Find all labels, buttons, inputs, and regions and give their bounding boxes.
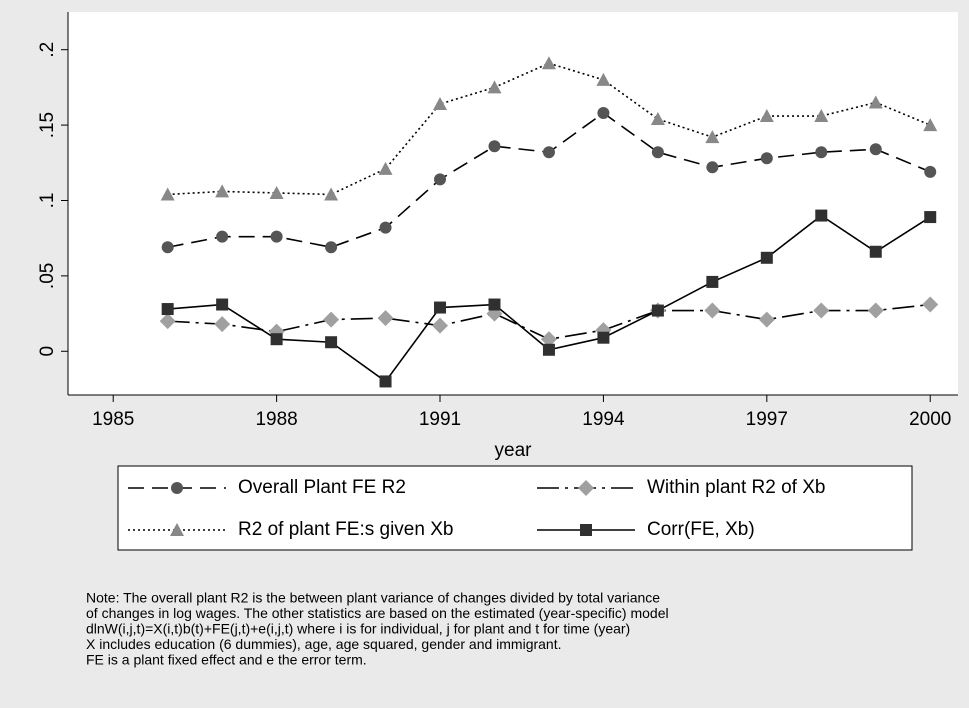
legend-label: Within plant R2 of Xb — [647, 477, 825, 498]
y-tick-label: .2 — [37, 42, 58, 58]
data-point — [377, 310, 394, 327]
data-point — [325, 336, 338, 349]
note-line: Note: The overall plant R2 is the betwee… — [86, 590, 660, 606]
legend — [117, 465, 913, 551]
data-point — [760, 152, 773, 165]
data-point — [542, 343, 555, 356]
data-point — [651, 304, 664, 317]
legend-label: Corr(FE, Xb) — [647, 519, 755, 540]
data-point — [867, 302, 884, 319]
data-point — [269, 185, 284, 199]
data-point — [923, 118, 938, 132]
plot-area — [68, 12, 958, 395]
x-tick-label: 1997 — [746, 409, 788, 430]
data-point — [270, 333, 283, 346]
data-point — [869, 143, 882, 156]
data-point — [433, 96, 448, 110]
data-point — [541, 56, 556, 70]
data-point — [488, 140, 501, 153]
data-point — [597, 331, 610, 344]
data-point — [815, 146, 828, 159]
data-point — [434, 173, 447, 186]
data-point — [214, 316, 231, 333]
data-point — [758, 311, 775, 328]
data-point — [161, 241, 174, 254]
data-point — [540, 331, 557, 348]
legend-marker — [170, 523, 184, 536]
data-point — [487, 80, 502, 94]
x-tick-label: 1985 — [92, 409, 134, 430]
series-line — [167, 62, 931, 196]
data-point — [432, 317, 449, 334]
note-line: dlnW(i,j,t)=X(i,t)b(t)+FE(j,t)+e(i,j,t) … — [86, 621, 630, 637]
legend-marker — [578, 480, 594, 496]
legend-label: R2 of plant FE:s given Xb — [238, 519, 453, 540]
legend-marker — [171, 482, 183, 494]
data-point — [650, 112, 665, 126]
data-point — [323, 311, 340, 328]
data-point — [378, 161, 393, 175]
data-point — [651, 146, 664, 159]
data-point — [596, 72, 611, 86]
data-point — [270, 230, 283, 243]
y-tick-label: .1 — [37, 193, 58, 209]
data-point — [868, 95, 883, 109]
data-point — [379, 375, 392, 388]
data-point — [159, 313, 176, 330]
data-point — [215, 184, 230, 198]
data-point — [759, 109, 774, 123]
data-point — [924, 165, 937, 178]
data-point — [434, 301, 447, 314]
note-line: X includes education (6 dummies), age, a… — [86, 636, 562, 652]
data-point — [705, 130, 720, 144]
data-point — [706, 161, 719, 174]
data-point — [542, 146, 555, 159]
x-axis-label: year — [495, 440, 533, 461]
data-point — [815, 209, 828, 222]
x-tick-label: 1994 — [582, 409, 625, 430]
y-tick-label: .15 — [37, 112, 58, 138]
data-point — [814, 109, 829, 123]
data-point — [216, 298, 229, 311]
data-point — [922, 296, 939, 313]
data-point — [161, 303, 174, 316]
x-tick-label: 2000 — [909, 409, 951, 430]
legend-label: Overall Plant FE R2 — [238, 477, 406, 498]
data-point — [216, 230, 229, 243]
data-point — [597, 107, 610, 120]
x-tick-label: 1988 — [255, 409, 297, 430]
data-point — [706, 275, 719, 288]
data-point — [760, 251, 773, 264]
data-point — [325, 241, 338, 254]
y-tick-label: 0 — [37, 346, 58, 357]
data-point — [813, 302, 830, 319]
data-point — [704, 302, 721, 319]
x-tick-label: 1991 — [419, 409, 461, 430]
data-point — [869, 245, 882, 258]
data-point — [924, 211, 937, 224]
data-point — [379, 221, 392, 234]
data-point — [488, 298, 501, 311]
note-line: FE is a plant fixed effect and e the err… — [86, 652, 367, 668]
note-line: of changes in log wages. The other stati… — [86, 605, 669, 621]
data-point — [324, 187, 339, 201]
legend-marker — [580, 524, 592, 536]
y-tick-label: .05 — [37, 263, 58, 289]
data-point — [160, 187, 175, 201]
